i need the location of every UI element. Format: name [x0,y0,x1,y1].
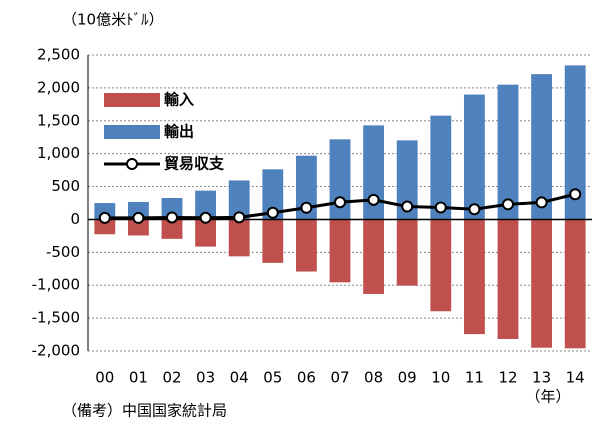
bar [564,219,586,349]
y-tick-label: 2,000 [37,78,80,96]
bar [295,155,317,220]
note: （備考）中国国家統計局 [62,402,227,420]
marker [233,211,246,224]
marker [266,206,279,219]
marker [334,196,346,209]
marker [569,188,582,201]
marker [199,211,212,224]
x-tick-label: 02 [162,369,181,387]
bar [262,219,284,263]
x-tick-label: 08 [364,369,383,387]
y-tick-label: 2,500 [37,46,80,64]
x-tick-label: 10 [431,369,450,387]
marker [535,196,548,209]
marker [98,211,111,224]
bar [463,219,485,335]
x-tick-label: 05 [263,369,282,387]
marker [401,200,414,213]
x-tick-label: 14 [566,369,585,387]
bar [127,219,149,236]
x-tick-label: 03 [196,369,215,387]
bar [228,180,250,220]
x-unit-label: （年） [525,388,570,406]
x-tick-label: 01 [129,369,148,387]
legend-label: 貿易収支 [164,155,225,173]
bar [161,219,183,239]
y-tick-label: 1,500 [37,111,80,129]
y-tick-label: -500 [46,243,80,261]
y-tick-label: -1,500 [32,309,80,327]
legend-marker [126,158,138,170]
marker [502,198,514,211]
bar [564,65,586,220]
bar [531,74,553,220]
x-tick-label: 11 [465,369,484,387]
bar [228,219,250,257]
bar [195,219,217,247]
unit-label: （10億米ﾄﾞﾙ） [62,11,164,29]
bar [363,125,385,220]
x-tick-label: 12 [498,369,517,387]
bar [430,219,452,312]
bar [497,84,519,220]
x-tick-label: 07 [330,369,349,387]
marker [132,211,145,224]
y-tick-label: 0 [70,210,80,228]
y-tick-label: 500 [51,177,80,195]
y-tick-label: 1,000 [37,144,80,162]
bar [94,219,116,235]
bar [430,115,452,220]
bar [161,198,183,220]
bar [531,219,553,348]
bar [295,219,317,272]
legend-label: 輸出 [164,123,194,141]
y-tick-label: -1,000 [32,276,80,294]
x-tick-label: 04 [230,369,249,387]
x-tick-label: 00 [95,369,114,387]
marker [300,201,313,214]
legend-swatch [104,93,160,107]
legend-swatch [104,125,160,139]
marker [367,193,380,206]
marker [468,203,481,216]
bar [497,219,519,340]
bar [396,140,418,220]
x-tick-label: 09 [398,369,417,387]
x-tick-label: 06 [297,369,316,387]
bar [363,219,385,294]
marker [166,211,178,224]
y-tick-label: -2,000 [32,342,80,360]
x-tick-label: 13 [532,369,551,387]
bar [195,190,217,220]
bar [463,94,485,220]
bar [329,219,351,283]
bar [396,219,418,286]
bar [262,169,284,220]
legend-label: 輸入 [164,91,194,109]
marker [434,201,447,214]
